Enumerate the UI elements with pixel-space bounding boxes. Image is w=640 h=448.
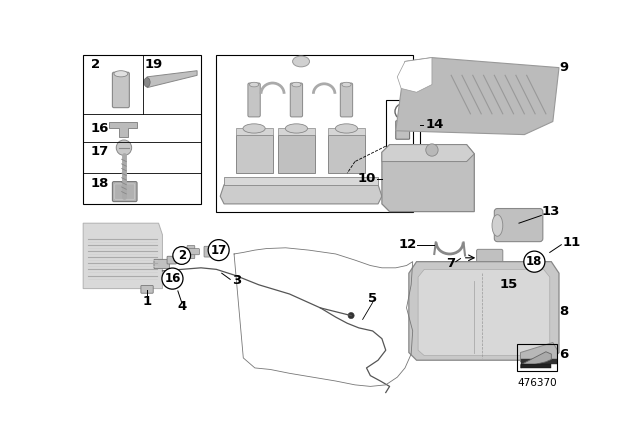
Polygon shape — [520, 352, 551, 368]
FancyBboxPatch shape — [291, 83, 303, 117]
Ellipse shape — [335, 124, 358, 133]
Text: 3: 3 — [232, 275, 241, 288]
Polygon shape — [418, 269, 550, 356]
Ellipse shape — [492, 215, 503, 236]
Bar — [386, 100, 420, 165]
Polygon shape — [396, 58, 559, 134]
Text: 11: 11 — [563, 236, 581, 249]
Bar — [236, 134, 273, 173]
Text: 4: 4 — [177, 300, 186, 313]
Polygon shape — [147, 71, 197, 88]
Text: 14: 14 — [426, 118, 444, 131]
Text: 2: 2 — [178, 249, 186, 262]
Text: 13: 13 — [542, 205, 561, 218]
Text: 18: 18 — [526, 255, 543, 268]
Circle shape — [116, 140, 132, 155]
Ellipse shape — [114, 71, 128, 77]
Ellipse shape — [144, 78, 150, 87]
Bar — [328, 134, 365, 173]
Circle shape — [399, 108, 406, 115]
Text: 12: 12 — [398, 238, 417, 251]
Ellipse shape — [285, 124, 307, 133]
Polygon shape — [520, 343, 557, 362]
FancyBboxPatch shape — [204, 246, 212, 257]
Ellipse shape — [292, 82, 301, 87]
Polygon shape — [382, 145, 474, 211]
Bar — [278, 129, 315, 134]
Bar — [520, 359, 557, 364]
Text: 10: 10 — [357, 172, 376, 185]
Text: 16: 16 — [91, 122, 109, 135]
FancyBboxPatch shape — [167, 256, 176, 264]
FancyBboxPatch shape — [182, 249, 200, 255]
FancyBboxPatch shape — [113, 72, 129, 108]
Text: 17: 17 — [91, 145, 109, 158]
Bar — [278, 134, 315, 173]
Polygon shape — [397, 58, 432, 92]
FancyBboxPatch shape — [494, 208, 543, 241]
FancyBboxPatch shape — [340, 83, 353, 117]
Polygon shape — [83, 223, 163, 289]
Bar — [328, 129, 365, 134]
Circle shape — [426, 144, 438, 156]
FancyBboxPatch shape — [141, 285, 153, 293]
Text: 1: 1 — [143, 295, 152, 308]
FancyBboxPatch shape — [187, 246, 195, 258]
Polygon shape — [409, 262, 559, 360]
FancyBboxPatch shape — [477, 250, 503, 269]
FancyBboxPatch shape — [248, 83, 260, 117]
Ellipse shape — [250, 82, 259, 87]
Text: 7: 7 — [446, 258, 455, 271]
Text: 6: 6 — [559, 348, 568, 361]
Text: 15: 15 — [500, 278, 518, 291]
Text: 9: 9 — [559, 61, 568, 74]
FancyBboxPatch shape — [113, 181, 137, 202]
Bar — [224, 177, 378, 185]
Circle shape — [348, 313, 354, 319]
Text: 476370: 476370 — [518, 378, 557, 388]
Text: 2: 2 — [91, 58, 100, 71]
Bar — [236, 129, 273, 134]
Ellipse shape — [342, 82, 351, 87]
Bar — [216, 55, 413, 211]
Text: 19: 19 — [145, 58, 163, 71]
Text: 17: 17 — [211, 244, 227, 257]
FancyBboxPatch shape — [154, 259, 170, 269]
Text: 5: 5 — [368, 292, 377, 305]
Bar — [516, 344, 557, 371]
FancyBboxPatch shape — [396, 121, 410, 139]
Ellipse shape — [292, 56, 310, 67]
Text: 18: 18 — [91, 177, 109, 190]
FancyBboxPatch shape — [473, 263, 538, 280]
Polygon shape — [382, 145, 474, 162]
Ellipse shape — [243, 124, 265, 133]
Polygon shape — [109, 121, 137, 137]
Bar — [83, 55, 201, 204]
Bar — [520, 364, 551, 368]
Polygon shape — [220, 185, 382, 204]
Text: 8: 8 — [559, 305, 568, 318]
Circle shape — [399, 151, 406, 157]
Text: 16: 16 — [164, 272, 180, 285]
